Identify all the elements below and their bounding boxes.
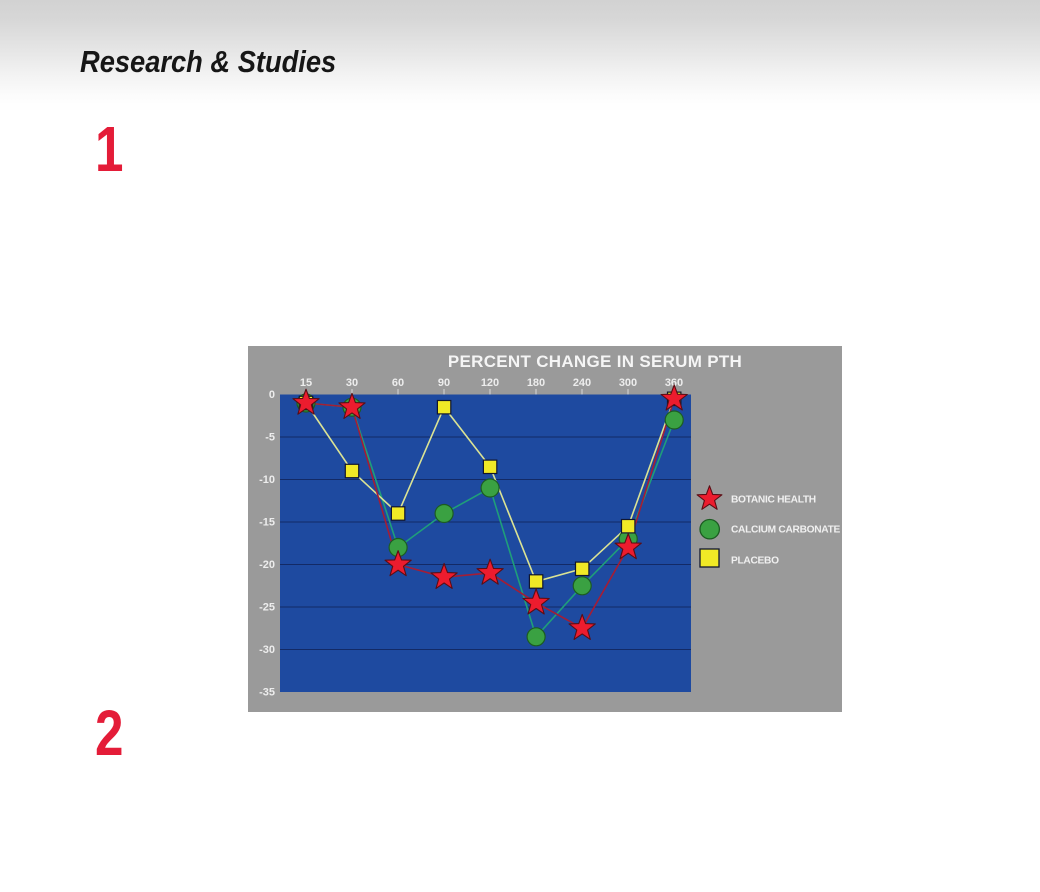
svg-text:PLACEBO: PLACEBO (731, 556, 779, 567)
svg-text:-10: -10 (259, 474, 275, 486)
svg-text:PERCENT CHANGE IN SERUM PTH: PERCENT CHANGE IN SERUM PTH (448, 352, 742, 371)
svg-text:-15: -15 (259, 517, 275, 529)
svg-text:120: 120 (481, 377, 499, 389)
svg-text:CALCIUM CARBONATE: CALCIUM CARBONATE (731, 525, 841, 536)
svg-text:BOTANIC HEALTH: BOTANIC HEALTH (731, 495, 816, 506)
svg-text:0: 0 (269, 389, 275, 401)
svg-text:15: 15 (300, 377, 312, 389)
svg-text:300: 300 (619, 377, 637, 389)
svg-text:90: 90 (438, 377, 450, 389)
svg-text:180: 180 (527, 377, 545, 389)
svg-text:-35: -35 (259, 687, 275, 699)
svg-text:-20: -20 (259, 559, 275, 571)
svg-text:-30: -30 (259, 644, 275, 656)
svg-text:30: 30 (346, 377, 358, 389)
svg-text:-5: -5 (265, 432, 275, 444)
svg-text:60: 60 (392, 377, 404, 389)
svg-text:240: 240 (573, 377, 591, 389)
svg-text:-25: -25 (259, 602, 275, 614)
